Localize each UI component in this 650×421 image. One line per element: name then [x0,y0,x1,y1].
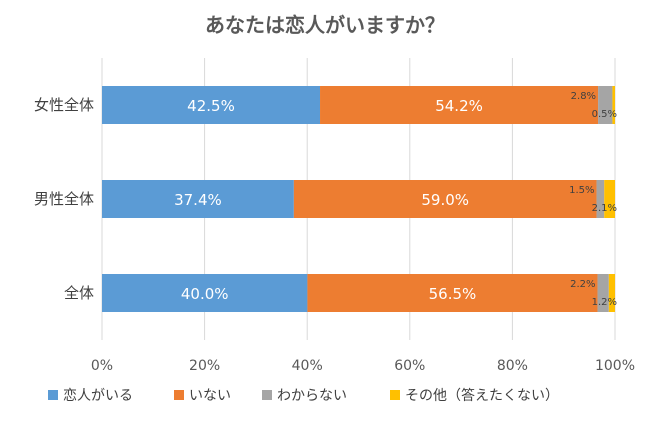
bar-segment [293,180,597,218]
legend-label: その他（答えたくない） [405,387,559,404]
data-label: 1.2% [592,297,617,308]
data-label: 1.5% [569,185,594,196]
bar-segment [612,86,615,124]
bars: 42.5% 54.2% 2.8% 0.5% 37.4% 59.0% 1.5% 2.1% 40.0… [102,86,617,312]
data-label: 0.5% [592,109,617,120]
bar-segment [608,274,615,312]
bar-segment [102,86,321,124]
bar-segment [102,180,294,218]
legend-label: わからない [277,388,347,404]
data-label: 2.1% [592,203,617,214]
bar-segment [598,86,613,124]
legend-swatch [48,390,58,400]
bar-segment [307,274,598,312]
category-label: 男性全体 [34,190,94,208]
data-label: 56.5% [429,285,477,303]
category-label: 全体 [64,284,94,302]
x-axis-ticks: 0% 20% 40% 60% 80% 100% [91,358,635,374]
data-label: 42.5% [187,97,235,115]
x-tick-label: 20% [189,358,220,374]
category-label: 女性全体 [34,96,94,114]
bar-segment [604,180,615,218]
bar-segment [320,86,599,124]
x-tick-label: 100% [595,358,635,374]
bar-segment [597,274,609,312]
data-label: 37.4% [174,191,222,209]
bar-segment [596,180,605,218]
legend-swatch [262,390,272,400]
legend: 恋人がいる いない わからない その他（答えたくない） [48,387,559,404]
data-label: 2.2% [570,279,595,290]
data-label: 40.0% [181,285,229,303]
x-tick-label: 0% [91,358,113,374]
legend-swatch [174,390,184,400]
chart-title: あなたは恋人がいますか？ [205,13,445,37]
data-label: 2.8% [571,91,596,102]
data-label: 59.0% [421,191,469,209]
legend-label: いない [189,388,231,404]
bar-segment [102,274,308,312]
x-tick-label: 80% [497,358,528,374]
legend-swatch [390,390,400,400]
x-tick-label: 40% [292,358,323,374]
legend-label: 恋人がいる [63,387,133,404]
data-label: 54.2% [435,97,483,115]
x-tick-label: 60% [394,358,425,374]
